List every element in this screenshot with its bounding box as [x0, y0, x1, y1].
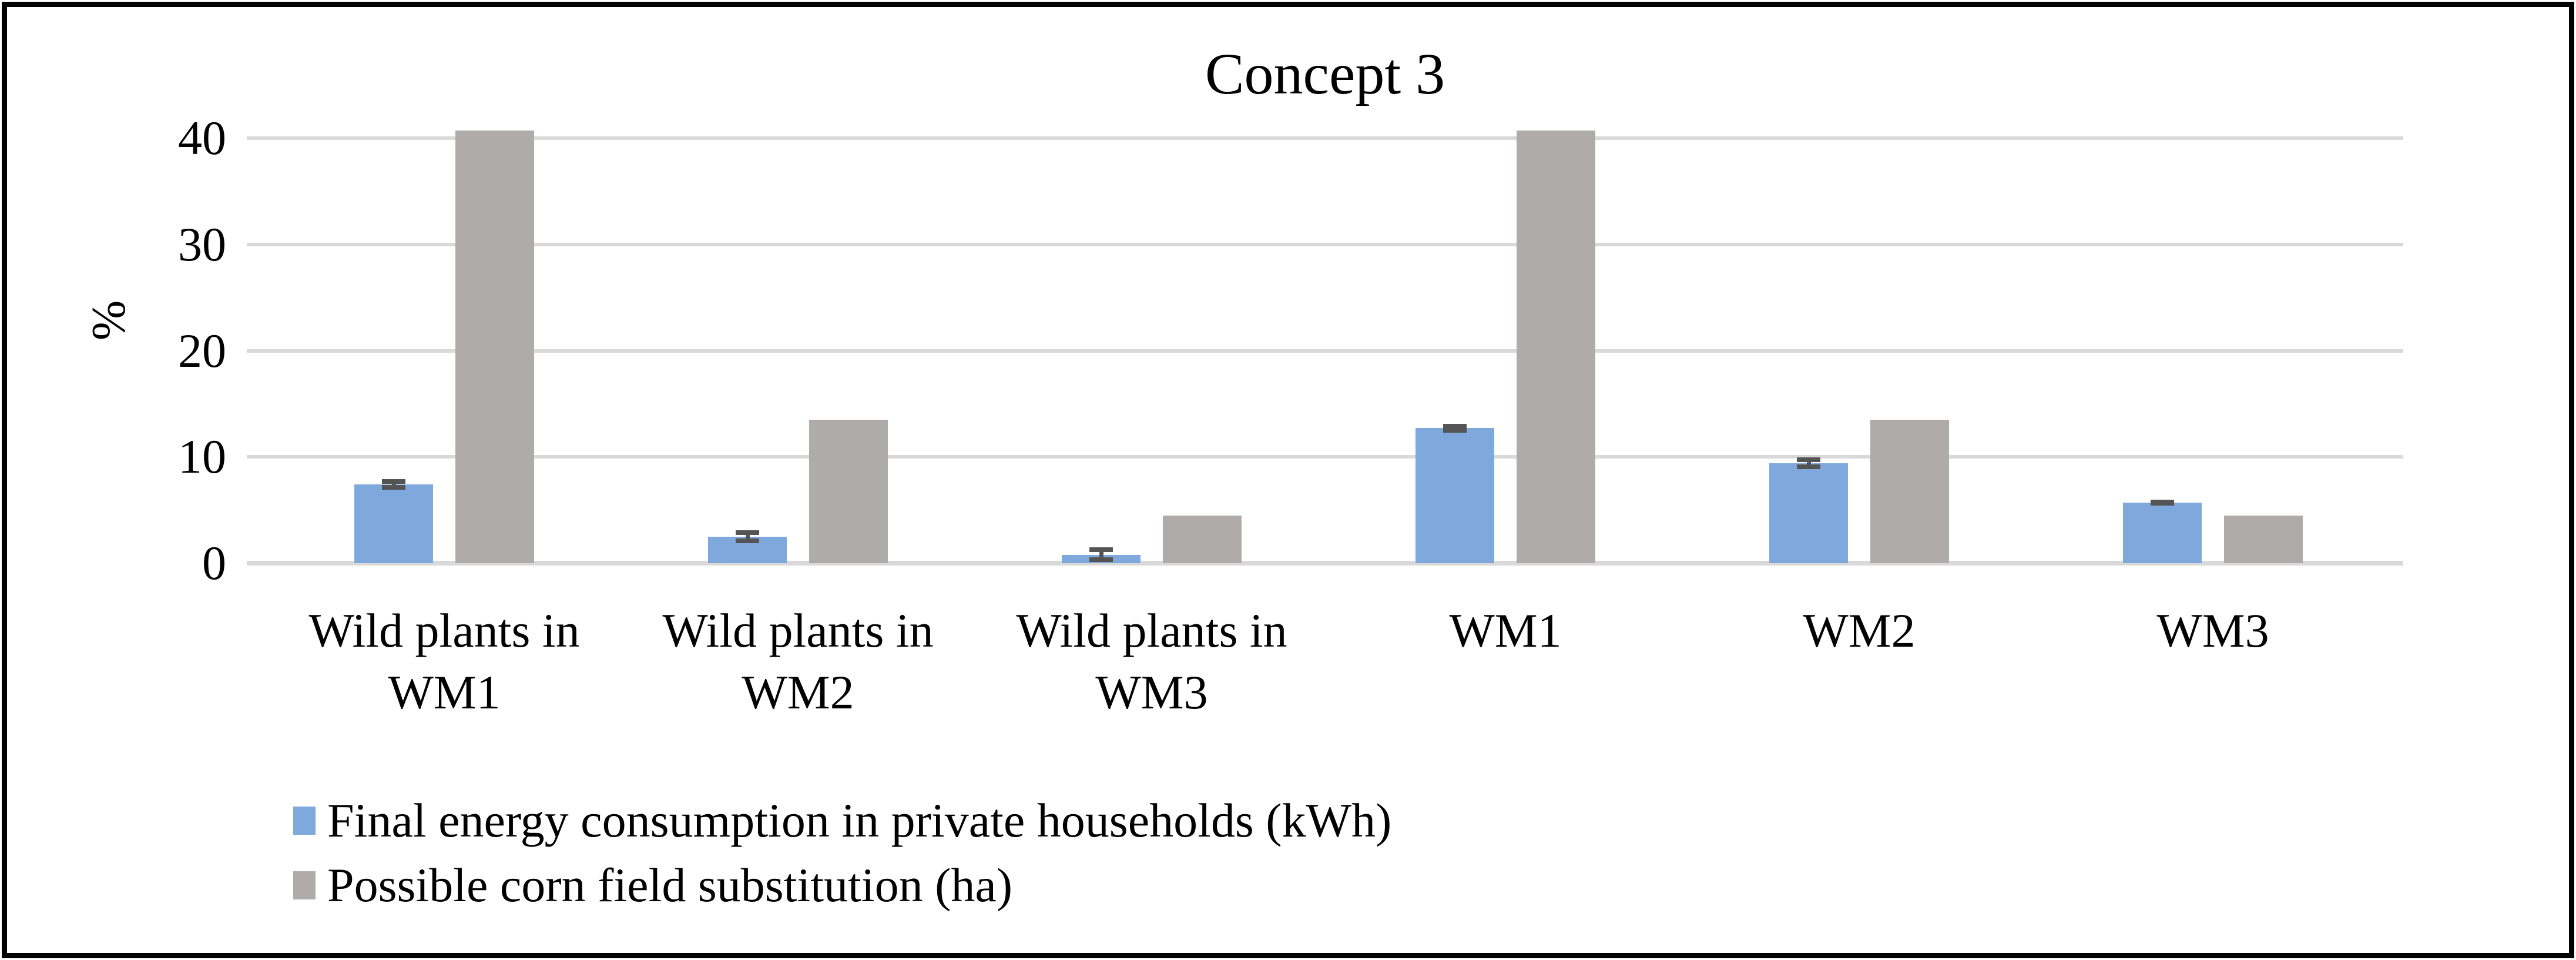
gridline: [247, 242, 2403, 246]
legend-item: Final energy consumption in private hous…: [293, 794, 2291, 847]
bar-corn-substitution: [2224, 515, 2303, 563]
bar-corn-substitution: [1517, 131, 1595, 563]
bar-corn-substitution: [455, 131, 534, 563]
legend-swatch: [293, 807, 316, 835]
error-bar-stem: [745, 530, 750, 543]
error-bar-cap: [1797, 457, 1820, 463]
error-bar-stem: [1806, 457, 1811, 470]
x-category-label: Wild plants in WM1: [308, 604, 580, 719]
y-tick-label: 10: [178, 430, 226, 484]
error-bar-cap: [2151, 501, 2174, 506]
error-bar-cap: [382, 479, 405, 484]
x-axis-line: [247, 561, 2403, 566]
gridline: [247, 136, 2403, 140]
x-category-label: WM3: [2156, 604, 2269, 657]
error-bar-cap: [1089, 547, 1113, 552]
chart-title: Concept 3: [1205, 41, 1445, 106]
gridline: [247, 455, 2403, 459]
x-category-label: Wild plants in WM2: [662, 604, 934, 719]
bar-energy-consumption: [1416, 428, 1494, 563]
bar-corn-substitution: [1163, 515, 1242, 563]
error-bar-cap: [1443, 424, 1467, 429]
gridline: [247, 349, 2403, 353]
y-tick-label: 40: [178, 111, 226, 165]
bar-energy-consumption: [1769, 463, 1848, 563]
error-bar-cap: [736, 530, 759, 535]
legend-label: Final energy consumption in private hous…: [327, 794, 1392, 847]
error-bar-cap: [382, 485, 405, 490]
error-bar-cap: [1089, 557, 1113, 563]
x-category-label: WM2: [1803, 604, 1916, 657]
legend-swatch: [293, 871, 316, 899]
legend-item: Possible corn field substitution (ha): [293, 858, 2291, 912]
error-bar-cap: [1443, 427, 1467, 433]
y-tick-label: 20: [178, 323, 226, 377]
bar-corn-substitution: [1870, 419, 1949, 563]
x-category-label: Wild plants in WM3: [1016, 604, 1287, 719]
error-bar-stem: [1099, 547, 1103, 563]
error-bar-cap: [1797, 464, 1820, 470]
legend-label: Possible corn field substitution (ha): [327, 858, 1013, 912]
bar-corn-substitution: [809, 419, 888, 563]
bar-energy-consumption: [354, 484, 433, 563]
y-tick-label: 30: [178, 217, 226, 271]
error-bar-cap: [736, 538, 759, 543]
bar-energy-consumption: [2123, 502, 2202, 563]
x-category-label: WM1: [1449, 604, 1562, 657]
y-tick-label: 0: [202, 536, 226, 590]
error-bar-stem: [391, 479, 396, 490]
